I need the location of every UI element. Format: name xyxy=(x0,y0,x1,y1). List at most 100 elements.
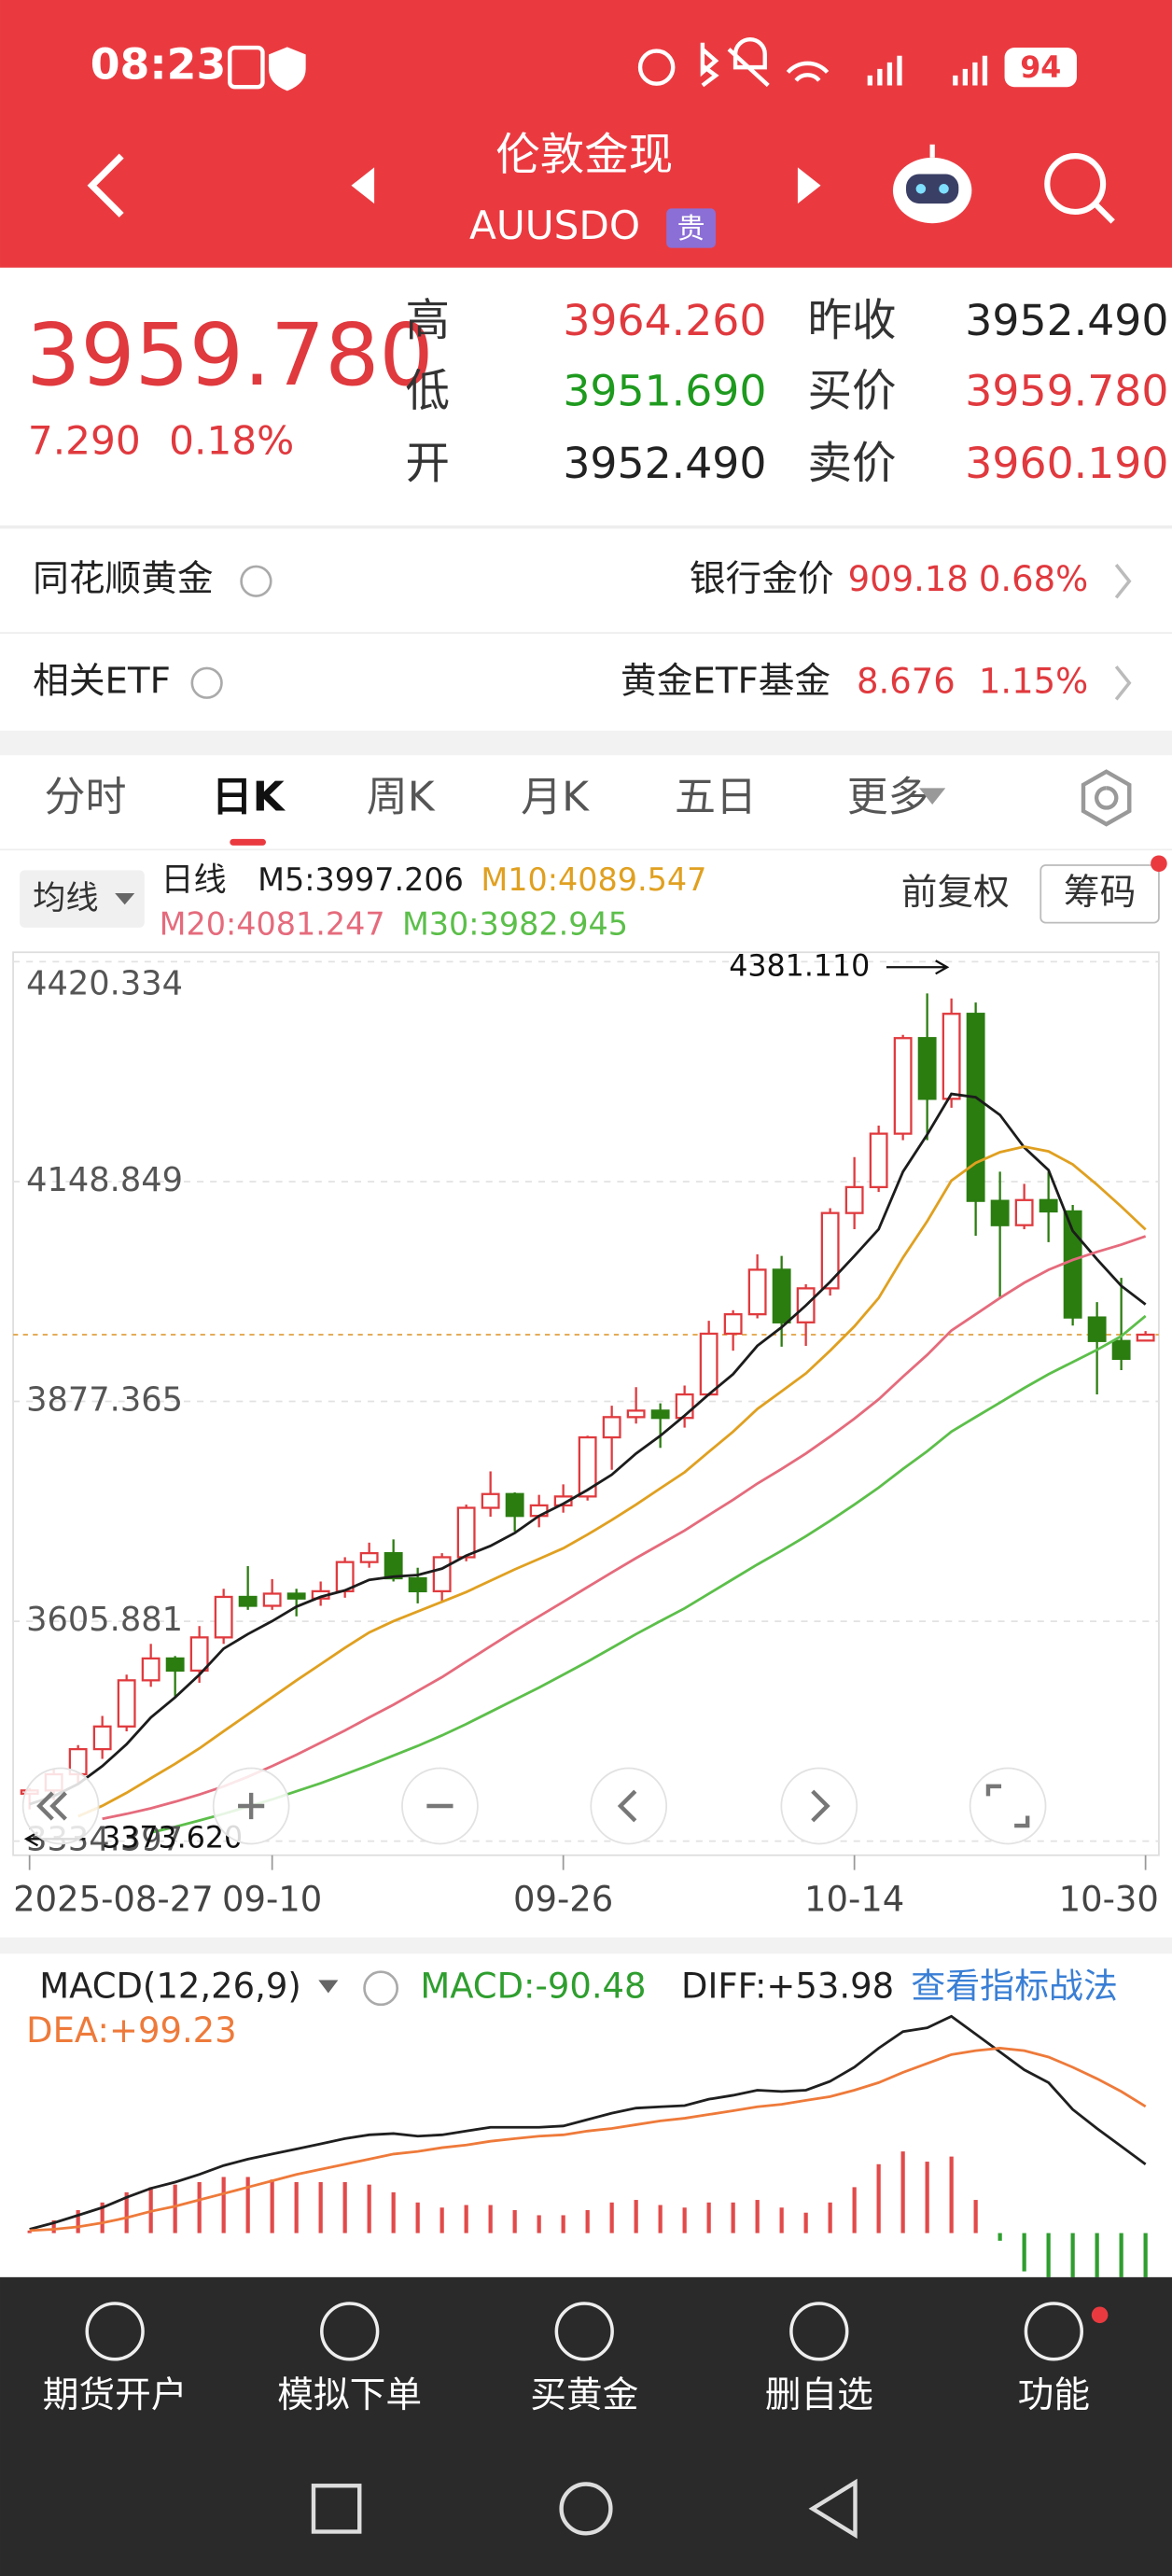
adjust-label[interactable]: 前复权 xyxy=(901,872,1010,914)
row-right-label: 银行金价 xyxy=(690,558,834,600)
macd-link[interactable]: 查看指标战法 xyxy=(911,1967,1118,2007)
tab[interactable]: 日K xyxy=(212,774,286,821)
macd-bar xyxy=(488,2205,493,2233)
nav-icon xyxy=(320,2302,380,2361)
info-row[interactable]: 同花顺黄金 银行金价 909.18 0.68% xyxy=(33,558,1132,600)
candle-body xyxy=(117,1679,136,1728)
macd-bar xyxy=(51,2219,56,2233)
candle-body xyxy=(893,1037,913,1135)
macd-bar xyxy=(124,2191,129,2233)
next-button[interactable] xyxy=(797,167,821,204)
section-gap xyxy=(0,730,1172,756)
x-tick-label: 10-30 xyxy=(1059,1880,1159,1920)
kline-frame xyxy=(12,951,1160,1856)
label: 高 xyxy=(406,296,451,347)
value: 3952.490 xyxy=(965,296,1168,345)
candle-body xyxy=(481,1492,500,1509)
row-pct: 1.15% xyxy=(979,661,1088,701)
legend-entry: M10:4089.547 xyxy=(481,861,706,898)
macd-bar xyxy=(440,2207,444,2233)
candle-body xyxy=(92,1725,112,1751)
nav-label[interactable]: 删自选 xyxy=(765,2374,873,2416)
prev-button[interactable] xyxy=(351,167,375,204)
zoom-button[interactable] xyxy=(590,1767,668,1845)
recent-apps[interactable] xyxy=(311,2484,362,2534)
zoom-icon xyxy=(811,1789,830,1823)
system-back[interactable] xyxy=(808,2478,858,2539)
candle-body xyxy=(141,1657,160,1682)
macd-bar xyxy=(585,2209,590,2233)
help-icon xyxy=(240,565,272,597)
row-value: 8.676 xyxy=(857,661,956,701)
macd-bar xyxy=(973,2200,978,2233)
home[interactable] xyxy=(559,2482,613,2536)
candle-body xyxy=(1039,1198,1058,1213)
zoom-button[interactable] xyxy=(780,1767,858,1845)
label: 买价 xyxy=(807,366,896,417)
macd-title[interactable]: MACD(12,26,9) xyxy=(39,1967,301,2007)
macd-bar xyxy=(1095,2233,1099,2277)
divider xyxy=(0,525,1172,529)
help-icon xyxy=(190,666,223,699)
candle-body xyxy=(1063,1210,1082,1319)
nav-icon xyxy=(85,2302,145,2361)
bottom-bar xyxy=(0,2276,1172,2576)
status-icons xyxy=(228,37,988,91)
notice-dot xyxy=(1091,2306,1109,2324)
candle-body xyxy=(189,1636,209,1673)
candle-body xyxy=(917,1037,937,1100)
candle-body xyxy=(1111,1339,1131,1361)
candle-body xyxy=(966,1013,985,1202)
zoom-button[interactable] xyxy=(969,1767,1047,1845)
value: 3952.490 xyxy=(563,439,766,488)
macd-bar xyxy=(900,2151,905,2233)
indicator-menu[interactable] xyxy=(20,870,145,928)
y-tick-label: 4420.334 xyxy=(26,964,183,1002)
chips-button[interactable] xyxy=(1039,864,1160,924)
candle-body xyxy=(578,1435,597,1498)
macd-bar xyxy=(803,2212,808,2233)
tab[interactable]: 五日 xyxy=(675,774,757,821)
nav-label[interactable]: 买黄金 xyxy=(530,2374,638,2416)
menu-arrow xyxy=(115,892,135,905)
legend-entry: M20:4081.247 xyxy=(160,906,385,943)
tab[interactable]: 周K xyxy=(367,774,436,821)
macd-bar xyxy=(512,2209,517,2233)
search-icon[interactable] xyxy=(1044,153,1115,224)
macd-bar xyxy=(270,2179,274,2233)
macd-line xyxy=(29,2047,1147,2233)
candle-body xyxy=(553,1495,573,1507)
info-row[interactable]: 相关ETF 黄金ETF基金 8.676 1.15% xyxy=(33,660,1132,702)
tab[interactable]: 月K xyxy=(521,774,590,821)
candle-body xyxy=(869,1132,888,1189)
candle-body xyxy=(505,1492,524,1518)
back-button[interactable] xyxy=(87,153,124,217)
nav-label[interactable]: 期货开户 xyxy=(43,2374,188,2416)
macd-bar xyxy=(415,2202,420,2233)
badge-bg xyxy=(666,208,716,248)
indicator-menu-label: 均线 xyxy=(33,879,98,917)
macd-bar xyxy=(318,2181,323,2233)
macd-bar xyxy=(464,2205,468,2233)
row-value: 909.18 xyxy=(848,559,969,599)
candle-body xyxy=(408,1576,427,1593)
nav-label[interactable]: 模拟下单 xyxy=(277,2374,422,2416)
zoom-button[interactable] xyxy=(21,1767,100,1845)
assistant-icon[interactable] xyxy=(892,144,972,224)
macd-bar xyxy=(828,2202,832,2233)
notice-dot xyxy=(1151,855,1167,873)
row-right-label: 黄金ETF基金 xyxy=(621,660,830,702)
tab[interactable]: 更多 xyxy=(847,774,929,821)
macd-bar xyxy=(634,2200,638,2233)
battery-level: 94 xyxy=(1020,51,1061,85)
change-pct: 0.18% xyxy=(169,417,294,463)
nav-label[interactable]: 功能 xyxy=(1018,2374,1090,2416)
header-bg xyxy=(0,0,1172,268)
macd-bar xyxy=(852,2187,857,2233)
macd-bar xyxy=(221,2177,226,2233)
legend-entry: DEA:+99.23 xyxy=(26,2010,237,2051)
settings-icon[interactable] xyxy=(1081,769,1132,827)
divider xyxy=(0,848,1172,851)
tab[interactable]: 分时 xyxy=(45,774,127,821)
annotation-arrow xyxy=(886,959,950,975)
